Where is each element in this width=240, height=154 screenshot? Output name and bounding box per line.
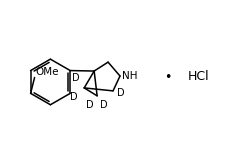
- Text: OMe: OMe: [36, 67, 59, 77]
- Text: D: D: [72, 73, 79, 83]
- Text: D: D: [100, 100, 108, 110]
- Text: NH: NH: [122, 71, 138, 81]
- Text: D: D: [85, 100, 93, 110]
- Text: HCl: HCl: [188, 71, 209, 83]
- Text: D: D: [117, 88, 125, 98]
- Text: •: •: [164, 71, 171, 83]
- Text: D: D: [70, 92, 77, 102]
